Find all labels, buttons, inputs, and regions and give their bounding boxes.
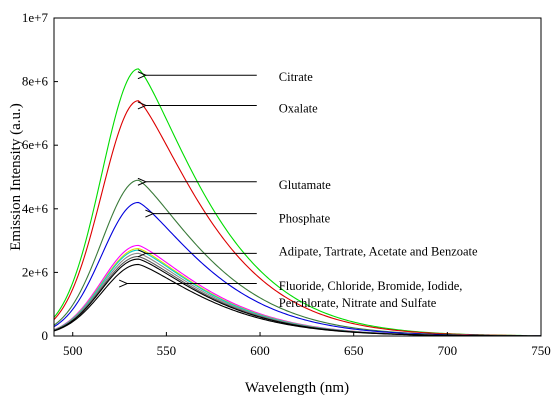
series-curves: [53, 68, 542, 337]
annotation-label: Oxalate: [279, 102, 318, 116]
annotation-label: Fluoride, Chloride, Bromide, Iodide,: [279, 279, 463, 293]
x-tick-label: 700: [438, 343, 458, 358]
x-tick-label: 500: [63, 343, 83, 358]
axes: 500 550 600 650 700 750 0 2e+6 4e+6 6e+6 8e+6 1e+7: [22, 10, 551, 358]
x-axis-title: Wavelength (nm): [245, 380, 349, 396]
y-tick-label: 2e+6: [22, 264, 49, 279]
annotation-label: Phosphate: [279, 211, 331, 225]
annotation-label: Perchlorate, Nitrate and Sulfate: [279, 296, 437, 310]
annotation-label: Glutamate: [279, 178, 332, 192]
x-tick-label: 750: [531, 343, 551, 358]
y-tick-label: 6e+6: [22, 137, 49, 152]
y-tick-label: 1e+7: [22, 10, 49, 25]
annotations: Citrate Oxalate Glutamate Phosphate Adipate,…: [127, 70, 478, 310]
plot-frame: [53, 17, 542, 337]
y-tick-label: 8e+6: [22, 74, 49, 89]
annotation-label: Citrate: [279, 70, 313, 84]
x-tick-label: 550: [157, 343, 177, 358]
y-tick-label: 4e+6: [22, 201, 49, 216]
annotation-label: Adipate, Tartrate, Acetate and Benzoate: [279, 245, 478, 259]
x-tick-label: 650: [344, 343, 364, 358]
y-axis-title: Emission Intensity (a.u.): [8, 103, 24, 250]
x-tick-label: 600: [250, 343, 270, 358]
y-tick-label: 0: [42, 328, 49, 343]
